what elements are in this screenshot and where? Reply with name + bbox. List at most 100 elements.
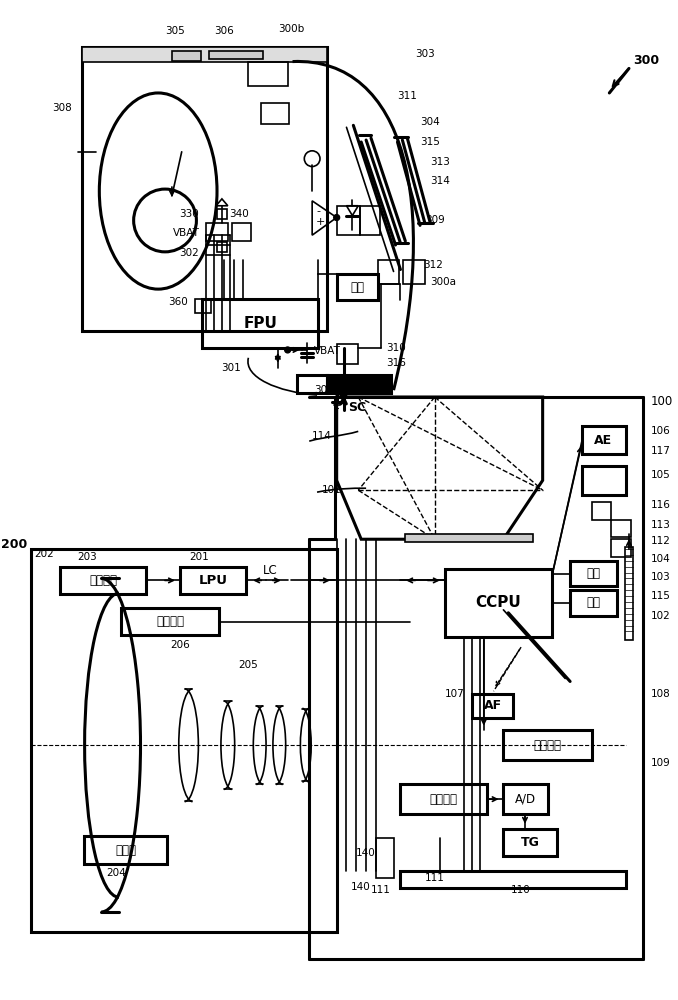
- Bar: [570, 561, 617, 586]
- Text: 315: 315: [420, 137, 440, 147]
- Bar: [570, 590, 617, 616]
- Text: 117: 117: [650, 446, 671, 456]
- Text: 101: 101: [322, 485, 342, 495]
- Bar: [503, 784, 548, 814]
- Bar: [360, 206, 380, 235]
- Bar: [31, 549, 337, 932]
- Text: 309: 309: [425, 215, 445, 225]
- Bar: [472, 694, 513, 718]
- Text: 104: 104: [650, 554, 671, 564]
- Text: 201: 201: [189, 552, 210, 562]
- Bar: [195, 299, 211, 313]
- Bar: [81, 47, 327, 62]
- Text: 316: 316: [386, 358, 405, 368]
- Bar: [403, 260, 425, 284]
- Text: A/D: A/D: [515, 793, 536, 806]
- Text: 205: 205: [239, 660, 258, 670]
- Text: 301: 301: [221, 363, 241, 373]
- Text: 304: 304: [420, 117, 440, 127]
- Text: 307: 307: [314, 385, 334, 395]
- Bar: [337, 274, 378, 300]
- Bar: [337, 344, 358, 364]
- Text: 360: 360: [168, 297, 188, 307]
- Text: 107: 107: [445, 689, 464, 699]
- Circle shape: [334, 215, 340, 220]
- Text: 303: 303: [415, 49, 435, 59]
- Text: 103: 103: [650, 572, 671, 582]
- Bar: [327, 375, 391, 393]
- Text: 340: 340: [228, 209, 249, 219]
- Bar: [202, 299, 318, 348]
- Text: SC: SC: [348, 401, 367, 414]
- Text: 110: 110: [511, 885, 531, 895]
- Text: LPU: LPU: [199, 574, 228, 587]
- Text: 输入: 输入: [586, 596, 601, 609]
- Text: 313: 313: [430, 157, 450, 167]
- Text: 114: 114: [312, 431, 332, 441]
- Text: 305: 305: [165, 26, 184, 36]
- Text: 140: 140: [356, 848, 376, 858]
- Text: 102: 102: [650, 611, 671, 621]
- Text: 111: 111: [425, 873, 445, 883]
- Text: +: +: [316, 217, 325, 227]
- Bar: [206, 223, 228, 241]
- Bar: [401, 784, 487, 814]
- Text: VBAT: VBAT: [172, 228, 199, 238]
- Text: TG: TG: [521, 836, 539, 849]
- Bar: [582, 426, 626, 454]
- Text: 302: 302: [180, 248, 199, 258]
- Bar: [376, 838, 393, 878]
- Text: 306: 306: [214, 26, 234, 36]
- Bar: [503, 730, 592, 760]
- Bar: [378, 260, 399, 284]
- Text: 108: 108: [650, 689, 671, 699]
- Text: FPU: FPU: [243, 316, 277, 331]
- Bar: [592, 502, 612, 520]
- Text: 314: 314: [430, 176, 450, 186]
- Text: 105: 105: [650, 470, 671, 480]
- Text: 显示: 显示: [586, 567, 601, 580]
- Text: 300b: 300b: [278, 24, 304, 34]
- Text: 330: 330: [180, 209, 199, 219]
- Text: CCPU: CCPU: [476, 595, 521, 610]
- Text: 310: 310: [386, 343, 405, 353]
- Bar: [83, 836, 167, 864]
- Bar: [612, 520, 631, 537]
- Bar: [60, 567, 146, 594]
- Text: 300: 300: [633, 54, 659, 67]
- Text: AF: AF: [483, 699, 502, 712]
- Bar: [81, 47, 327, 331]
- Text: 输入: 输入: [351, 281, 364, 294]
- Text: LC: LC: [262, 564, 277, 577]
- Bar: [210, 51, 263, 59]
- Bar: [625, 547, 633, 640]
- Text: VBAT: VBAT: [314, 346, 341, 356]
- Text: 106: 106: [650, 426, 671, 436]
- Text: 镜头驱动: 镜头驱动: [89, 574, 117, 587]
- Bar: [217, 209, 227, 219]
- Bar: [248, 62, 287, 86]
- Text: 203: 203: [77, 552, 96, 562]
- Bar: [261, 103, 289, 124]
- Text: 312: 312: [423, 260, 443, 270]
- Text: -: -: [316, 206, 320, 216]
- Text: 编码器: 编码器: [115, 844, 136, 857]
- Text: AE: AE: [595, 434, 612, 447]
- Text: 112: 112: [650, 536, 671, 546]
- Bar: [298, 375, 327, 393]
- Bar: [401, 871, 626, 888]
- Bar: [172, 51, 201, 61]
- Text: 140: 140: [351, 882, 371, 892]
- Text: 109: 109: [650, 758, 671, 768]
- Text: 200: 200: [1, 538, 28, 551]
- Bar: [612, 539, 631, 557]
- Text: 111: 111: [371, 885, 391, 895]
- Bar: [180, 567, 246, 594]
- Bar: [503, 829, 557, 856]
- Bar: [405, 534, 533, 542]
- Text: 204: 204: [106, 868, 126, 878]
- Text: 信号处理: 信号处理: [430, 793, 458, 806]
- Circle shape: [285, 347, 291, 353]
- Text: 308: 308: [52, 103, 72, 113]
- Text: 116: 116: [650, 500, 671, 510]
